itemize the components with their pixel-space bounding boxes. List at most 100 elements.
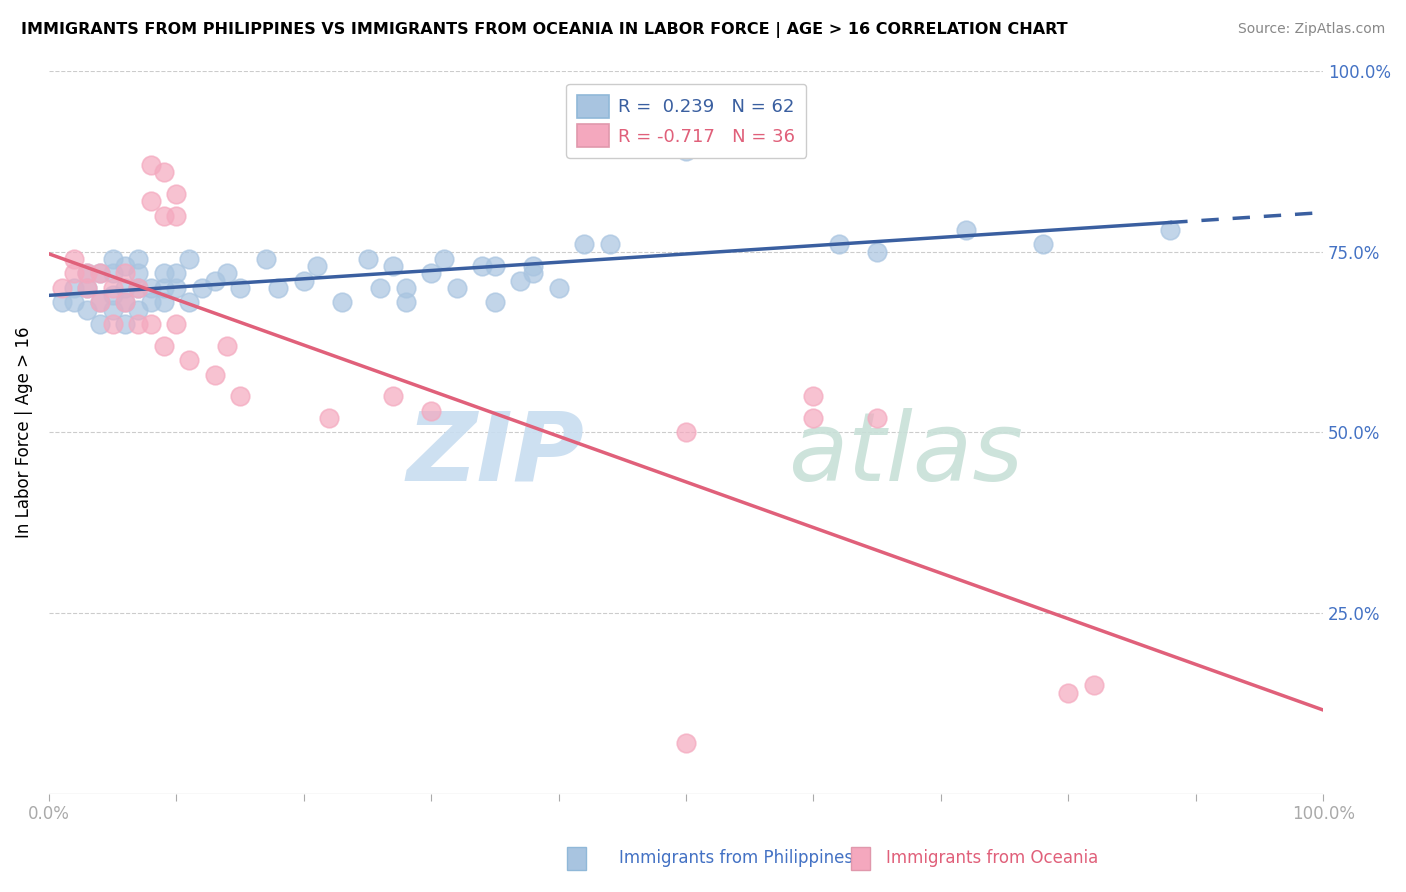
Point <box>204 368 226 382</box>
Point <box>382 259 405 273</box>
Point <box>114 295 136 310</box>
Point <box>191 281 214 295</box>
Point <box>114 317 136 331</box>
Point <box>292 274 315 288</box>
Y-axis label: In Labor Force | Age > 16: In Labor Force | Age > 16 <box>15 326 32 538</box>
Point <box>599 237 621 252</box>
Point <box>165 186 187 201</box>
Text: Immigrants from Philippines: Immigrants from Philippines <box>619 849 853 867</box>
Point <box>356 252 378 266</box>
Text: Source: ZipAtlas.com: Source: ZipAtlas.com <box>1237 22 1385 37</box>
Legend: R =  0.239   N = 62, R = -0.717   N = 36: R = 0.239 N = 62, R = -0.717 N = 36 <box>567 84 806 158</box>
Point <box>152 339 174 353</box>
Point <box>63 266 86 280</box>
Point <box>866 411 889 425</box>
Point <box>63 295 86 310</box>
Point <box>522 259 544 273</box>
Text: atlas: atlas <box>787 408 1024 500</box>
Point <box>114 266 136 280</box>
Point <box>114 259 136 273</box>
Point <box>114 295 136 310</box>
Point <box>76 266 98 280</box>
Point <box>572 237 595 252</box>
Point <box>395 281 418 295</box>
Point <box>675 736 697 750</box>
Point <box>51 281 73 295</box>
Point <box>127 281 149 295</box>
Point <box>152 209 174 223</box>
Point <box>318 411 340 425</box>
Point <box>101 281 124 295</box>
Point <box>368 281 391 295</box>
Point <box>866 244 889 259</box>
Point <box>101 317 124 331</box>
Point <box>1159 223 1181 237</box>
Point <box>76 266 98 280</box>
Point <box>803 411 825 425</box>
Point <box>76 302 98 317</box>
Point <box>152 266 174 280</box>
Point <box>127 266 149 280</box>
Point <box>254 252 277 266</box>
Point <box>1083 678 1105 692</box>
Point <box>217 266 239 280</box>
Point <box>1032 237 1054 252</box>
Point <box>420 266 443 280</box>
Point <box>139 317 162 331</box>
Text: IMMIGRANTS FROM PHILIPPINES VS IMMIGRANTS FROM OCEANIA IN LABOR FORCE | AGE > 16: IMMIGRANTS FROM PHILIPPINES VS IMMIGRANT… <box>21 22 1067 38</box>
Point <box>165 281 187 295</box>
Point <box>828 237 851 252</box>
Point <box>471 259 494 273</box>
Text: Immigrants from Oceania: Immigrants from Oceania <box>886 849 1098 867</box>
Point <box>165 266 187 280</box>
Point <box>114 281 136 295</box>
Point <box>76 281 98 295</box>
Point <box>267 281 290 295</box>
Point <box>446 281 468 295</box>
Point <box>1057 685 1080 699</box>
Point <box>803 389 825 403</box>
Point <box>139 194 162 208</box>
Point <box>305 259 328 273</box>
Point <box>433 252 456 266</box>
Point <box>229 389 252 403</box>
Point <box>547 281 569 295</box>
Point <box>89 317 111 331</box>
Point <box>675 425 697 440</box>
Point <box>484 259 506 273</box>
Point <box>522 266 544 280</box>
Point <box>139 158 162 172</box>
Point <box>76 281 98 295</box>
Point <box>395 295 418 310</box>
Point <box>955 223 977 237</box>
Point <box>179 295 201 310</box>
Point <box>139 281 162 295</box>
Point <box>675 144 697 158</box>
Point <box>101 288 124 302</box>
Point <box>229 281 252 295</box>
Point <box>152 165 174 179</box>
Point <box>204 274 226 288</box>
Point <box>127 252 149 266</box>
Point <box>127 317 149 331</box>
Point <box>179 252 201 266</box>
Point <box>330 295 353 310</box>
Text: ZIP: ZIP <box>406 408 583 500</box>
Point <box>89 266 111 280</box>
Point <box>217 339 239 353</box>
Point <box>484 295 506 310</box>
Point <box>101 302 124 317</box>
Point <box>139 295 162 310</box>
Point <box>165 209 187 223</box>
Point <box>101 252 124 266</box>
Point <box>63 252 86 266</box>
Point <box>63 281 86 295</box>
Point <box>127 281 149 295</box>
Point <box>89 266 111 280</box>
Point <box>89 295 111 310</box>
Point <box>127 302 149 317</box>
Point <box>420 403 443 417</box>
Point <box>101 266 124 280</box>
Point <box>382 389 405 403</box>
Point <box>509 274 531 288</box>
